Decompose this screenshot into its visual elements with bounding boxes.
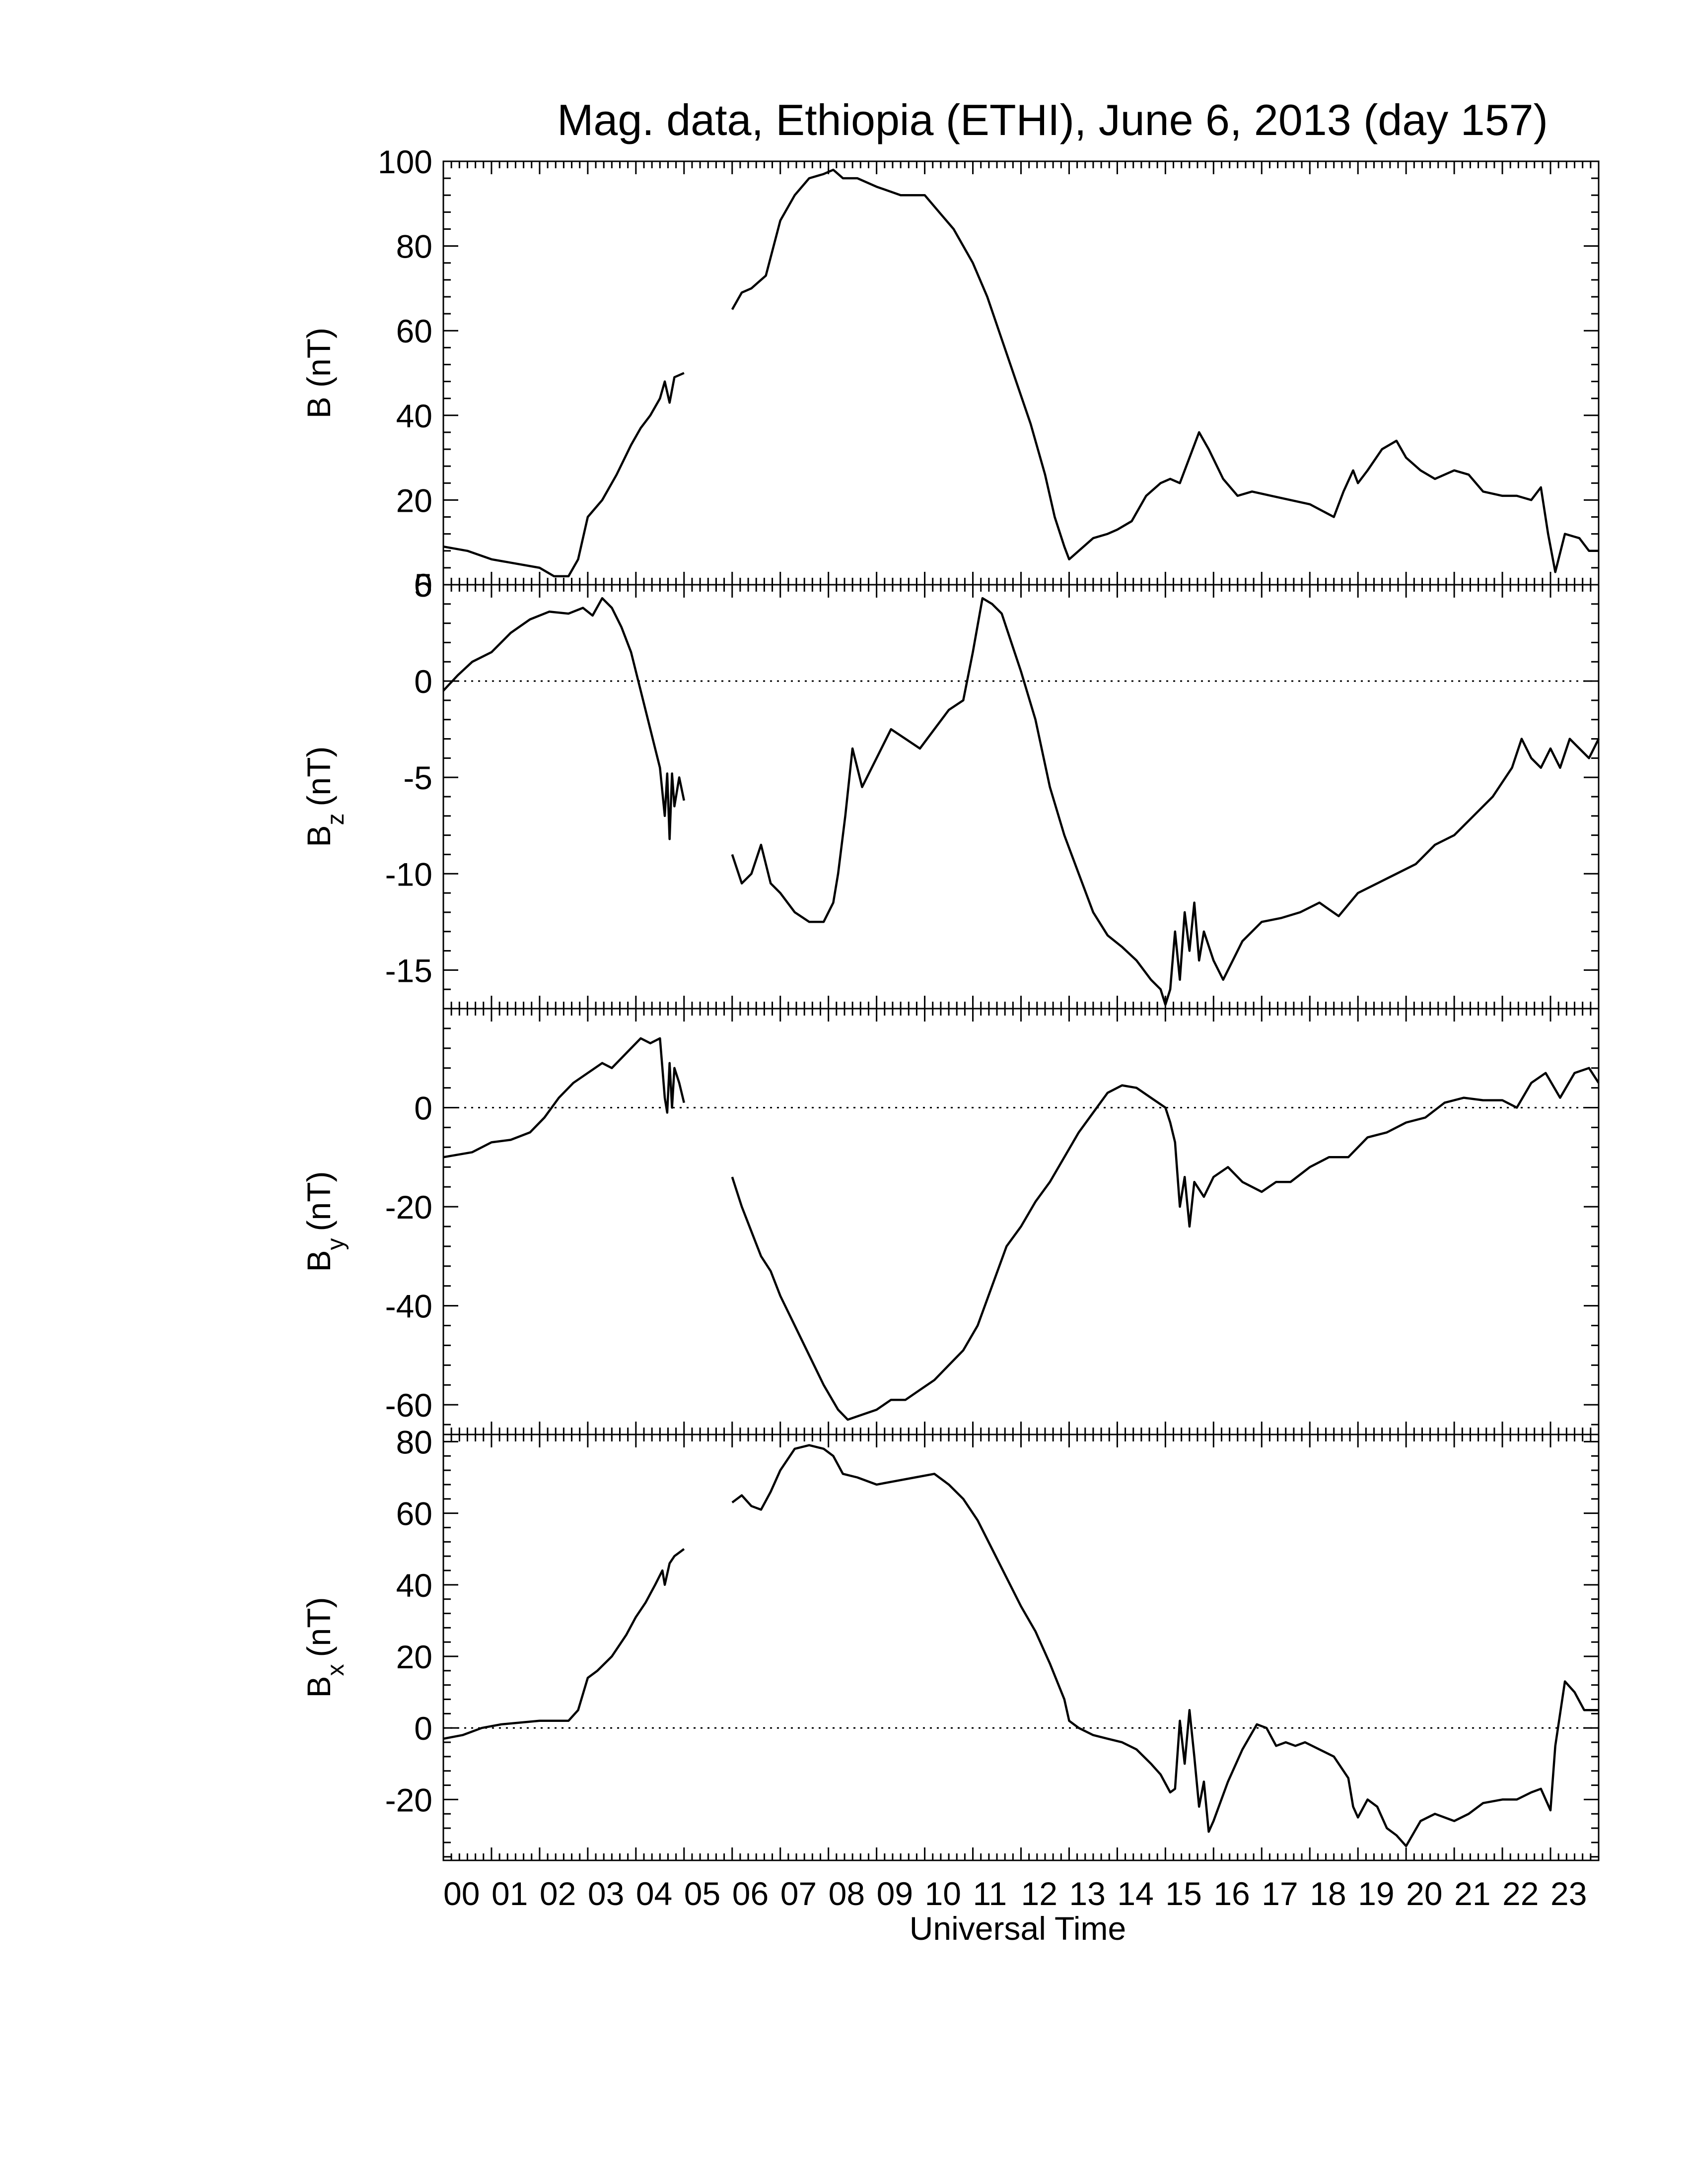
y-tick-label: 40 (396, 398, 432, 434)
x-tick-label: 11 (973, 1875, 1007, 1912)
y-tick-label: -60 (385, 1387, 432, 1424)
y-axis-label-unit: (nT) (300, 1597, 337, 1657)
x-tick-label: 22 (1502, 1875, 1539, 1912)
x-tick-label: 20 (1406, 1875, 1442, 1912)
x-axis-label: Universal Time (910, 1910, 1126, 1947)
y-ticks (443, 1008, 1599, 1426)
x-ticks (442, 1434, 1600, 1860)
x-tick-label: 17 (1262, 1875, 1298, 1912)
x-ticks (442, 1009, 1600, 1434)
x-tick-label: 00 (443, 1875, 480, 1912)
y-axis-label-subscript: y (323, 1238, 349, 1250)
y-tick-label: 0 (414, 1710, 432, 1747)
x-tick-label: 10 (925, 1875, 961, 1912)
y-axis-label: B (nT) (300, 328, 337, 418)
x-tick-label: 04 (636, 1875, 672, 1912)
y-tick-label: 100 (378, 143, 432, 180)
x-tick-label: 23 (1550, 1875, 1587, 1912)
x-tick-label: 05 (684, 1875, 720, 1912)
x-tick-label: 09 (877, 1875, 913, 1912)
x-tick-label: 18 (1310, 1875, 1346, 1912)
x-tick-label: 03 (588, 1875, 624, 1912)
y-tick-label: 40 (396, 1567, 432, 1604)
y-tick-label: -20 (385, 1781, 432, 1818)
y-tick-label: -10 (385, 856, 432, 892)
x-tick-label: 06 (732, 1875, 769, 1912)
series-line-bx-1 (731, 1444, 1599, 1847)
x-tick-label: 01 (492, 1875, 528, 1912)
y-tick-label: 60 (396, 1496, 432, 1532)
y-axis-label-subscript: z (323, 813, 349, 825)
y-tick-label: -20 (385, 1189, 432, 1226)
y-tick-label: 0 (414, 567, 432, 604)
chart-title: Mag. data, Ethiopia (ETHI), June 6, 2013… (557, 95, 1548, 144)
series-line-b-0 (443, 372, 685, 578)
y-tick-label: 0 (414, 663, 432, 700)
panel-b: 0 20 40 60 80 100 B (nT) (300, 143, 1600, 604)
x-ticks (442, 585, 1600, 1009)
y-ticks (443, 584, 1599, 1010)
x-tick-label: 08 (829, 1875, 865, 1912)
series-line-b-1 (731, 168, 1599, 573)
y-tick-label: 80 (396, 228, 432, 265)
y-tick-label: 20 (396, 1638, 432, 1675)
x-tick-label: 15 (1165, 1875, 1201, 1912)
y-axis-label-unit: (nT) (300, 746, 337, 806)
x-tick-label: 21 (1454, 1875, 1490, 1912)
y-tick-label: 0 (414, 1090, 432, 1127)
y-tick-label: -15 (385, 952, 432, 989)
x-ticks (442, 161, 1600, 585)
series-line-by-1 (731, 1067, 1600, 1421)
y-tick-label: 80 (396, 1424, 432, 1460)
y-tick-label: -5 (403, 759, 432, 796)
y-axis-label-subscript: x (323, 1664, 349, 1676)
x-tick-label: 13 (1069, 1875, 1105, 1912)
x-axis: 00 01 02 03 04 05 06 07 08 09 10 11 12 13 14 15 16 17 18 19… (443, 1875, 1587, 1912)
series-line-bz-0 (442, 597, 686, 840)
x-tick-label: 19 (1358, 1875, 1394, 1912)
y-tick-label: 5 (414, 567, 432, 604)
x-tick-label: 07 (780, 1875, 817, 1912)
series-line-bx-0 (443, 1548, 685, 1740)
y-axis-label-unit: (nT) (300, 1171, 337, 1231)
x-tick-label: 14 (1117, 1875, 1153, 1912)
y-tick-label: -40 (385, 1288, 432, 1325)
series-line-bz-1 (731, 597, 1600, 1006)
x-tick-label: 02 (540, 1875, 576, 1912)
y-tick-label: 60 (396, 313, 432, 349)
x-tick-label: 12 (1021, 1875, 1057, 1912)
x-tick-label: 16 (1213, 1875, 1250, 1912)
y-tick-label: 20 (396, 482, 432, 519)
series-line-by-0 (443, 1037, 685, 1159)
